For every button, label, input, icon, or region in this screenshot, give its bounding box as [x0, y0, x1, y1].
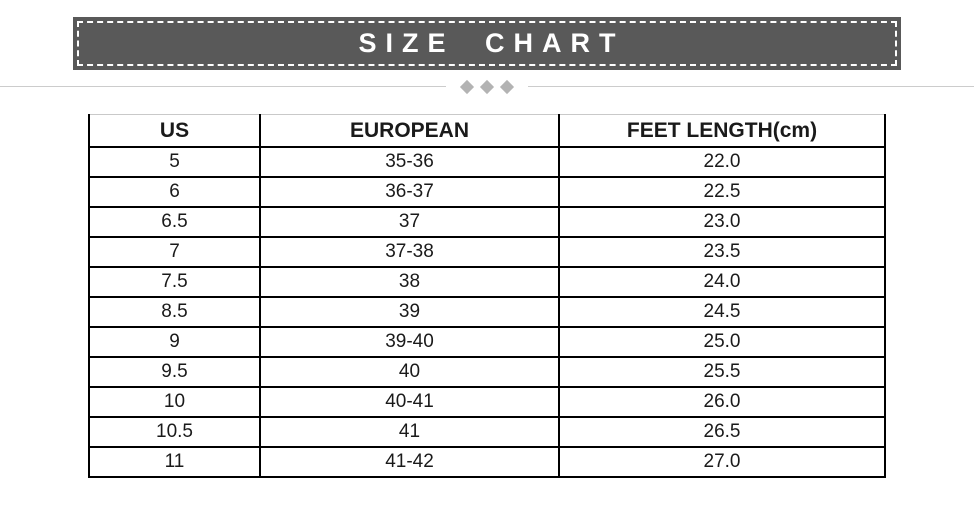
table-cell: 7	[88, 236, 261, 268]
table-cell: 39	[259, 296, 560, 328]
table-cell: 39-40	[259, 326, 560, 358]
page-title: SIZE CHART	[358, 28, 625, 58]
table-cell: 9	[88, 326, 261, 358]
table-row: 5 35-36 22.0	[88, 146, 886, 178]
size-table-header: US EUROPEAN FEET LENGTH(cm)	[88, 114, 886, 148]
table-row: 9.5 40 25.5	[88, 356, 886, 388]
table-cell: 26.5	[558, 416, 886, 448]
diamond-icon	[479, 79, 495, 94]
table-cell: 38	[259, 266, 560, 298]
table-cell: 24.5	[558, 296, 886, 328]
table-row: 8.5 39 24.5	[88, 296, 886, 328]
table-cell: 22.0	[558, 146, 886, 178]
table-cell: 40	[259, 356, 560, 388]
table-cell: 27.0	[558, 446, 886, 478]
table-row: 6 36-37 22.5	[88, 176, 886, 208]
column-header: US	[88, 114, 261, 148]
table-cell: 37-38	[259, 236, 560, 268]
table-row: 10.5 41 26.5	[88, 416, 886, 448]
diamond-icon	[499, 79, 515, 94]
table-row: 10 40-41 26.0	[88, 386, 886, 418]
table-cell: 5	[88, 146, 261, 178]
table-cell: 23.5	[558, 236, 886, 268]
divider-line-right	[528, 86, 974, 87]
table-row: 7 37-38 23.5	[88, 236, 886, 268]
table-cell: 24.0	[558, 266, 886, 298]
table-row: 6.5 37 23.0	[88, 206, 886, 238]
table-cell: 41-42	[259, 446, 560, 478]
table-cell: 9.5	[88, 356, 261, 388]
diamond-ornament	[459, 79, 515, 94]
size-table-body: 5 35-36 22.0 6 36-37 22.5 6.5 37 23.0 7 37-38 23.5 7…	[88, 146, 886, 478]
table-cell: 10	[88, 386, 261, 418]
table-cell: 37	[259, 206, 560, 238]
table-cell: 36-37	[259, 176, 560, 208]
size-chart-banner: SIZE CHART	[73, 17, 901, 70]
table-cell: 25.0	[558, 326, 886, 358]
table-cell: 6.5	[88, 206, 261, 238]
table-cell: 8.5	[88, 296, 261, 328]
table-cell: 11	[88, 446, 261, 478]
table-cell: 6	[88, 176, 261, 208]
table-row: 9 39-40 25.0	[88, 326, 886, 358]
table-cell: 22.5	[558, 176, 886, 208]
table-cell: 26.0	[558, 386, 886, 418]
table-cell: 23.0	[558, 206, 886, 238]
table-cell: 40-41	[259, 386, 560, 418]
table-row: 7.5 38 24.0	[88, 266, 886, 298]
header-row: US EUROPEAN FEET LENGTH(cm)	[88, 114, 886, 148]
table-cell: 7.5	[88, 266, 261, 298]
divider-line-left	[0, 86, 446, 87]
column-header: EUROPEAN	[259, 114, 560, 148]
diamond-icon	[459, 79, 475, 94]
table-row: 11 41-42 27.0	[88, 446, 886, 478]
section-divider	[0, 79, 974, 94]
table-cell: 10.5	[88, 416, 261, 448]
column-header: FEET LENGTH(cm)	[558, 114, 886, 148]
table-cell: 41	[259, 416, 560, 448]
table-cell: 25.5	[558, 356, 886, 388]
size-table: US EUROPEAN FEET LENGTH(cm) 5 35-36 22.0 6 36-…	[88, 114, 886, 478]
table-cell: 35-36	[259, 146, 560, 178]
